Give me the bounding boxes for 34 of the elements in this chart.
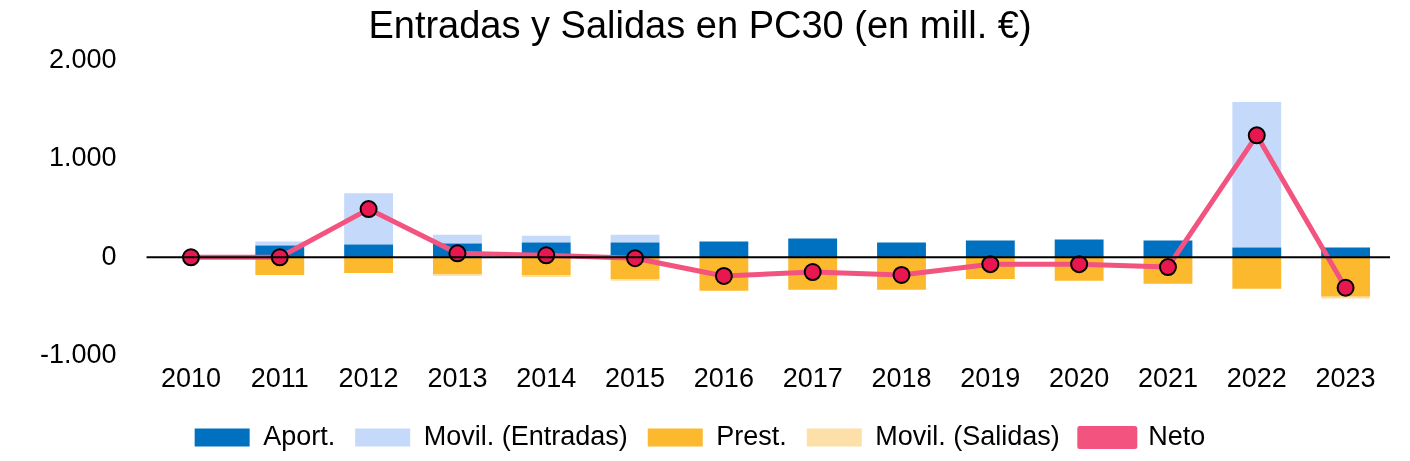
x-tick-label: 2014	[516, 363, 577, 394]
x-tick-label: 2017	[782, 363, 843, 394]
x-tick-label: 2018	[871, 363, 932, 394]
x-tick-label: 2019	[960, 363, 1021, 394]
bar	[432, 234, 482, 244]
legend-label: Prest.	[716, 420, 787, 451]
y-tick-label: 2.000	[48, 44, 117, 75]
x-tick-label: 2010	[160, 363, 221, 394]
legend-label: Aport.	[263, 420, 336, 451]
x-tick-label: 2023	[1315, 363, 1376, 394]
legend-label: Movil. (Entradas)	[423, 420, 628, 451]
x-tick-label: 2016	[693, 363, 754, 394]
y-tick-label: 0	[101, 240, 117, 271]
x-tick-label: 2021	[1137, 363, 1198, 394]
x-tick-label: 2011	[250, 363, 309, 394]
bar	[610, 234, 660, 243]
bar	[788, 238, 838, 258]
y-tick-label: 1.000	[48, 142, 117, 173]
x-tick-label: 2012	[338, 363, 399, 394]
x-tick-label: 2022	[1226, 363, 1287, 394]
legend-label: Movil. (Salidas)	[875, 420, 1060, 451]
bar	[521, 235, 571, 243]
bar	[1232, 247, 1282, 258]
bar	[344, 244, 394, 258]
bar	[344, 257, 394, 273]
legend-label: Neto	[1148, 420, 1206, 451]
bar	[1054, 239, 1104, 258]
bar	[1232, 101, 1282, 248]
y-tick-label: -1.000	[39, 339, 117, 370]
bar	[1232, 257, 1282, 289]
x-tick-label: 2013	[427, 363, 488, 394]
x-tick-label: 2015	[605, 363, 666, 394]
x-tick-label: 2020	[1049, 363, 1110, 394]
chart-title: Entradas y Salidas en PC30 (en mill. €)	[368, 4, 1032, 47]
